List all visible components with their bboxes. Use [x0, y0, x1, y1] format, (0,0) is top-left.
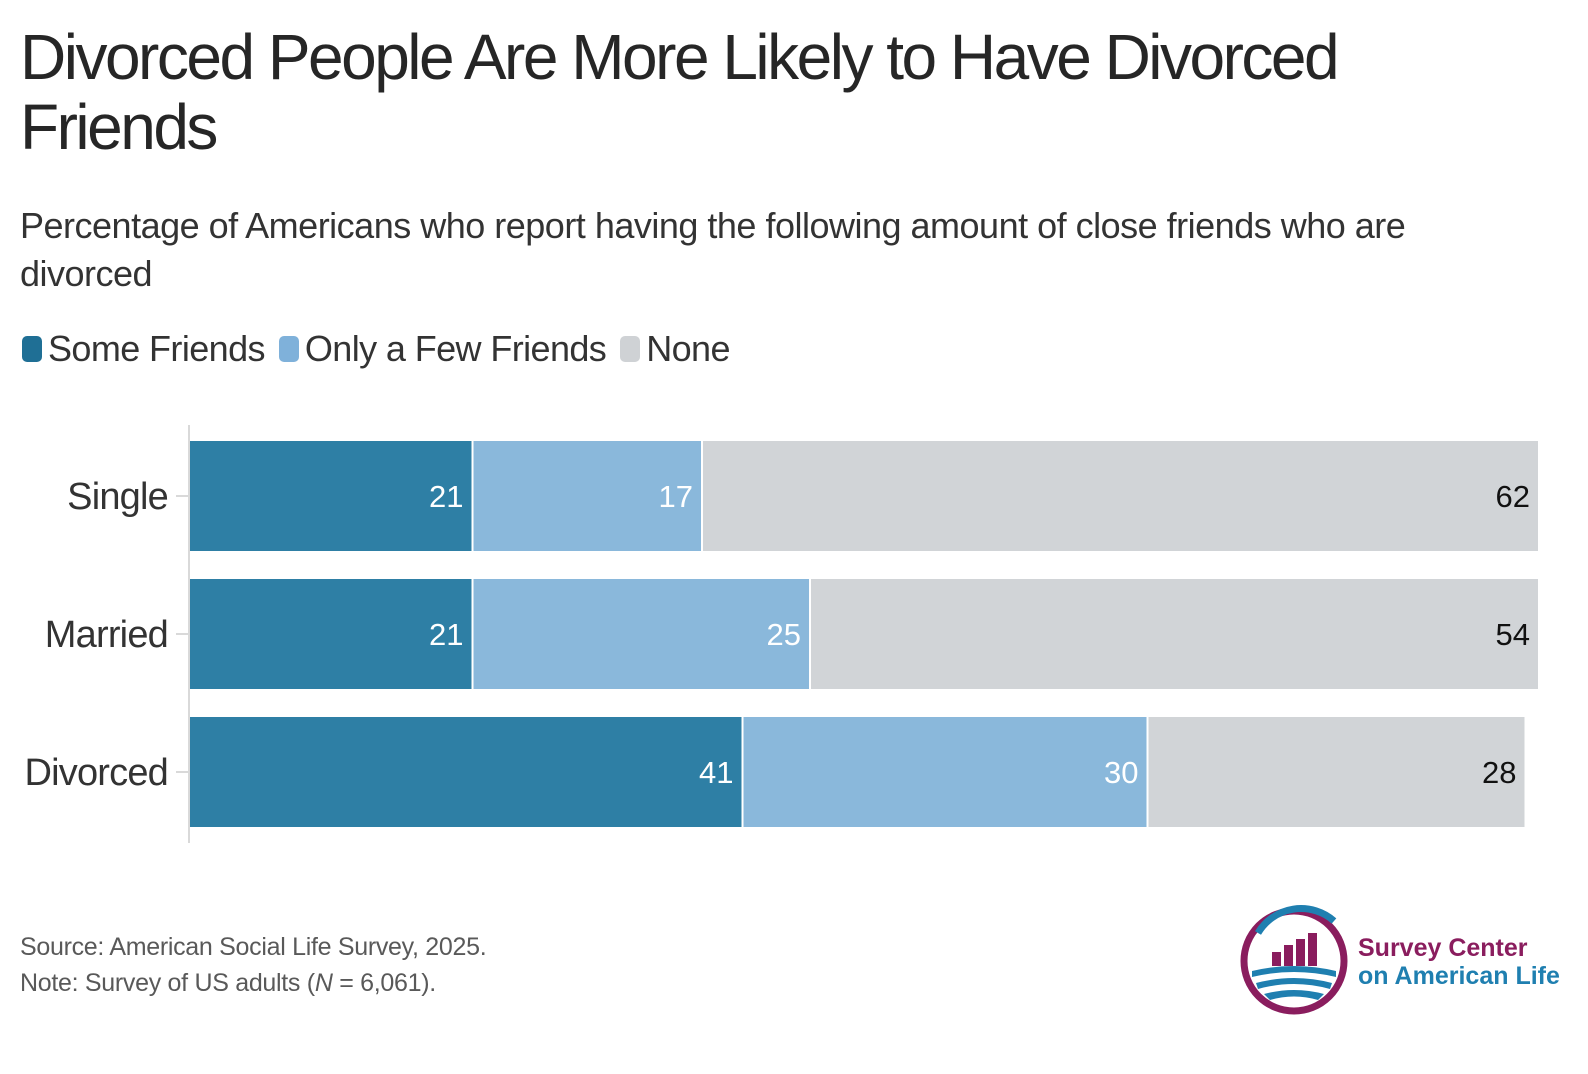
data-label-single-some-friends: 21	[429, 479, 463, 514]
bar-divorced-only-a-few-friends	[743, 717, 1147, 827]
bar-married-none	[811, 579, 1538, 689]
data-label-married-some-friends: 21	[429, 617, 463, 652]
bar-single-none	[703, 441, 1538, 551]
chart-footer: Source: American Social Life Survey, 202…	[20, 929, 487, 1001]
logo-wordmark: Survey Center on American Life	[1358, 934, 1560, 990]
bar-married-only-a-few-friends	[473, 579, 809, 689]
bar-single-only-a-few-friends	[473, 441, 701, 551]
y-tick-label-married: Married	[45, 614, 168, 656]
data-label-divorced-some-friends: 41	[699, 755, 733, 790]
y-tick-label-divorced: Divorced	[24, 752, 168, 794]
chart-title: Divorced People Are More Likely to Have …	[20, 21, 1340, 163]
legend-label-only-a-few-friends: Only a Few Friends	[304, 328, 607, 369]
legend-label-some-friends: Some Friends	[48, 328, 265, 369]
data-label-married-only-a-few-friends: 25	[767, 617, 801, 652]
logo-line-2: on American Life	[1358, 962, 1560, 990]
bar-divorced-some-friends	[190, 717, 742, 827]
data-label-married-none: 54	[1496, 617, 1530, 652]
bar-single-some-friends	[190, 441, 472, 551]
legend-label-none: None	[646, 328, 730, 369]
sample-size-symbol: N	[314, 969, 333, 997]
stacked-bar-chart: Single 21 17 62 Married 21 25 54 Divorced 41 30 28	[24, 425, 1538, 843]
chart-subtitle: Percentage of Americans who report havin…	[20, 205, 1406, 294]
chart-legend: Some Friends Only a Few Friends None	[22, 328, 730, 370]
legend-swatch-some-friends	[22, 336, 42, 362]
logo-line-1: Survey Center	[1358, 934, 1528, 962]
legend-item-some-friends: Some Friends	[22, 328, 265, 370]
legend-item-none: None	[620, 328, 730, 370]
data-label-single-none: 62	[1496, 479, 1530, 514]
legend-swatch-only-a-few-friends	[278, 336, 299, 362]
legend-swatch-none	[620, 336, 641, 362]
y-tick-label-single: Single	[67, 476, 168, 518]
legend-item-only-a-few-friends: Only a Few Friends	[278, 328, 607, 370]
bar-divorced-none	[1148, 717, 1525, 827]
bar-married-some-friends	[190, 579, 472, 689]
data-label-divorced-only-a-few-friends: 30	[1104, 755, 1138, 790]
sample-note: Note: Survey of US adults (N = 6,061).	[20, 969, 436, 997]
source-note: Source: American Social Life Survey, 202…	[20, 933, 487, 961]
data-label-divorced-none: 28	[1482, 755, 1516, 790]
data-label-single-only-a-few-friends: 17	[659, 479, 693, 514]
survey-center-logo	[1240, 905, 1348, 1015]
logo-emblem-icon	[1240, 905, 1348, 1015]
